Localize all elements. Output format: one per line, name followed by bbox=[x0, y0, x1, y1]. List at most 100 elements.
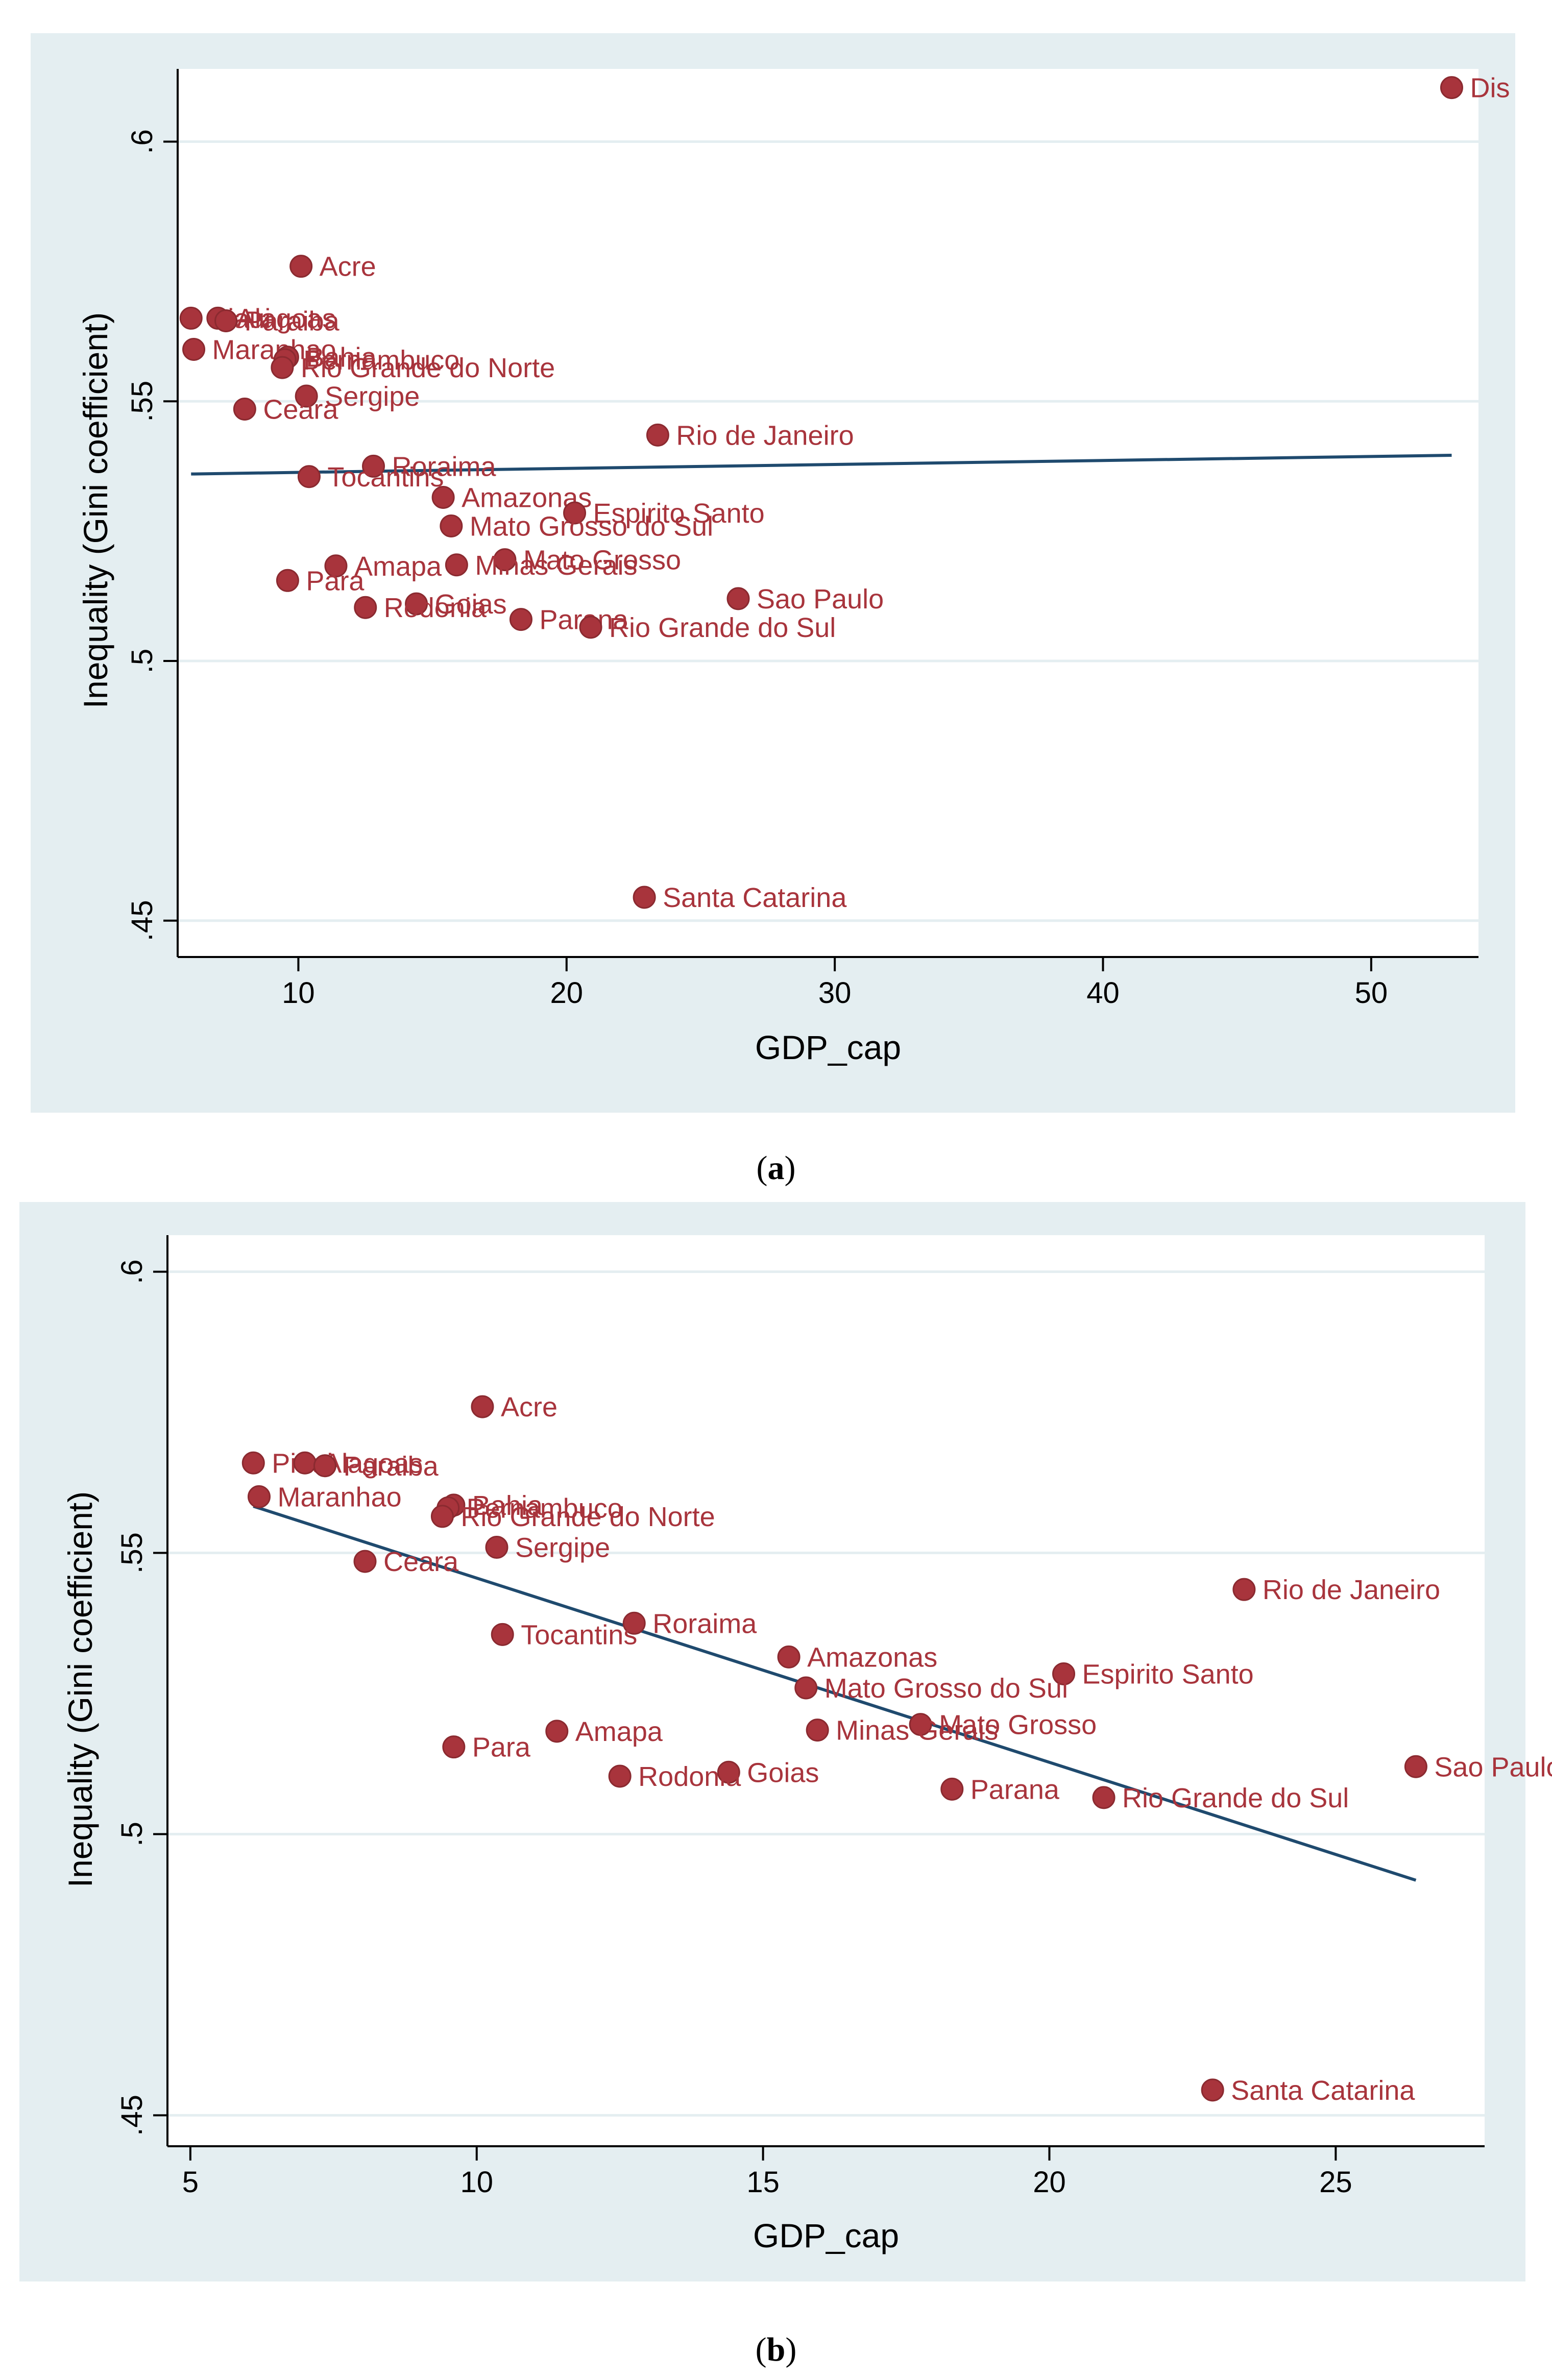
panel-a-x-ticks: 10 20 30 40 50 bbox=[282, 957, 1388, 1010]
panel-a-point-maranhao bbox=[182, 337, 206, 361]
panel-b-caption: (b) bbox=[756, 2331, 797, 2368]
panel-a-x-tick-label: 10 bbox=[282, 976, 315, 1010]
panel-a-point-label-pernambuco: Pernambuco bbox=[303, 345, 459, 376]
panel-a-point-label-sao-paulo: Sao Paulo bbox=[757, 584, 884, 615]
panel-b-point-label-mato-grosso: Mato Grosso bbox=[939, 1710, 1097, 1740]
panel-a-point-sao-paulo bbox=[726, 587, 750, 610]
panel-b: AcrePiauiAlagoasParaibaMaranhaoBahiaPern… bbox=[19, 1202, 1552, 2281]
panel-b-point-label-sao-paulo: Sao Paulo bbox=[1434, 1752, 1552, 1782]
panel-b-x-tick-label: 5 bbox=[182, 2166, 199, 2199]
panel-b-x-tick-label: 20 bbox=[1033, 2166, 1066, 2199]
panel-b-point-mato-grosso bbox=[909, 1713, 932, 1736]
panel-b-x-ticks: 5 10 15 20 25 bbox=[182, 2146, 1352, 2199]
panel-a-point-label-dis: Dis bbox=[1470, 73, 1510, 104]
panel-a-point-label-tocantins: Tocantins bbox=[327, 462, 444, 493]
panel-b-point-label-ceara: Ceara bbox=[383, 1547, 459, 1577]
panel-a-y-tick-label: .5 bbox=[126, 649, 159, 673]
panel-b-point-label-amazonas: Amazonas bbox=[807, 1642, 937, 1673]
panel-a-point-label-goias: Goias bbox=[435, 589, 507, 620]
panel-a-point-tocantins bbox=[297, 465, 321, 488]
panel-b-point-rio-grande-do-sul bbox=[1092, 1786, 1116, 1809]
panel-b-y-tick-label: .6 bbox=[115, 1259, 149, 1284]
panel-a-caption-close: ) bbox=[785, 1149, 796, 1187]
panel-b-point-label-goias: Goias bbox=[747, 1757, 819, 1788]
panel-b-point-label-espirito-santo: Espirito Santo bbox=[1082, 1659, 1254, 1689]
panel-b-point-label-alagoas: Alagoas bbox=[323, 1448, 423, 1479]
panel-a-y-axis-title: Inequality (Gini coefficient) bbox=[77, 312, 114, 709]
panel-a-point-label-minas-gerais: Minas Gerais bbox=[475, 550, 637, 581]
panel-a-point-label-rio-grande-do-norte: Rio Grande do Norte bbox=[301, 353, 555, 383]
panel-a-point-label-amapa: Amapa bbox=[354, 551, 442, 582]
panel-b-point-espirito-santo bbox=[1052, 1662, 1076, 1685]
panel-a-point-rio-grande-do-sul bbox=[579, 616, 602, 639]
panel-b-point-sergipe bbox=[485, 1536, 508, 1559]
panel-a-point-label-mato-grosso-do-sul: Mato Grosso do Sul bbox=[470, 511, 713, 542]
panel-a-caption-letter: a bbox=[768, 1149, 785, 1187]
panel-a-x-tick-label: 30 bbox=[818, 976, 852, 1010]
panel-a-point-label-bahia: Bahia bbox=[306, 342, 377, 373]
panel-a-point-santa-catarina bbox=[633, 886, 656, 909]
panel-a-point-label-acre: Acre bbox=[320, 252, 376, 282]
panel-b-caption-open: ( bbox=[756, 2331, 767, 2368]
panel-b-point-amazonas bbox=[777, 1645, 801, 1669]
panel-a-point-espirito-santo bbox=[563, 501, 587, 525]
panel-a-caption: (a) bbox=[757, 1149, 796, 1187]
panel-b-point-label-acre: Acre bbox=[501, 1392, 557, 1422]
panel-a-x-tick-label: 40 bbox=[1086, 976, 1120, 1010]
panel-b-x-tick-label: 10 bbox=[460, 2166, 493, 2199]
panel-b-point-mato-grosso-do-sul bbox=[794, 1676, 818, 1700]
panel-b-point-alagoas bbox=[293, 1451, 317, 1475]
panel-a-gridlines bbox=[178, 140, 1478, 922]
panel-a-y-tick-label: .45 bbox=[126, 900, 159, 941]
panel-a-point-label-espirito-santo: Espirito Santo bbox=[593, 498, 765, 529]
panel-a-point-rio-de-janeiro bbox=[646, 423, 669, 447]
panel-b-point-roraima bbox=[622, 1611, 646, 1635]
panel-b-y-ticks: .45 .5 .55 .6 bbox=[115, 1259, 167, 2136]
panel-a-point-goias bbox=[405, 592, 428, 616]
panel-a-plot-area bbox=[178, 69, 1478, 957]
panel-b-point-santa-catarina bbox=[1201, 2078, 1224, 2102]
panel-b-point-parana bbox=[940, 1777, 964, 1801]
panel-b-point-label-paraiba: Paraiba bbox=[343, 1451, 439, 1482]
panel-a-point-label-alagoas: Alagoas bbox=[236, 303, 336, 334]
panel-b-point-sao-paulo bbox=[1404, 1755, 1427, 1778]
panel-b-point-paraiba bbox=[313, 1454, 336, 1478]
panel-a-point-mato-grosso bbox=[493, 548, 517, 572]
panel-b-point-label-bahia: Bahia bbox=[472, 1490, 543, 1521]
panel-a-y-ticks: .45 .5 .55 .6 bbox=[126, 129, 178, 941]
panel-b-point-label-rodonia: Rodonia bbox=[638, 1761, 741, 1792]
panel-a-point-rio-grande-do-norte bbox=[271, 356, 294, 379]
panel-b-point-label-parana: Parana bbox=[971, 1774, 1060, 1805]
panel-b-point-rodonia bbox=[608, 1764, 632, 1788]
panel-a-fit-line bbox=[191, 454, 1452, 476]
panel-a-point-label-rio-de-janeiro: Rio de Janeiro bbox=[676, 420, 854, 451]
panel-b-x-axis-title: GDP_cap bbox=[753, 2217, 899, 2254]
panel-b-point-acre bbox=[471, 1395, 494, 1418]
panel-a-point-para bbox=[276, 569, 299, 592]
panel-b-point-tocantins bbox=[491, 1623, 514, 1646]
panel-b-caption-letter: b bbox=[767, 2331, 786, 2368]
panel-a-point-acre bbox=[289, 255, 313, 278]
panel-b-point-label-rio-grande-do-norte: Rio Grande do Norte bbox=[460, 1502, 715, 1532]
panel-b-point-rio-de-janeiro bbox=[1232, 1578, 1256, 1601]
panel-a: DisAcrePiauiAlagoasParaibaMaranhaoBahiaP… bbox=[31, 33, 1515, 1113]
panel-b-caption-close: ) bbox=[785, 2331, 796, 2368]
panel-a-point-sergipe bbox=[295, 384, 318, 408]
panel-a-point-amapa bbox=[324, 554, 348, 578]
panel-a-point-label-rio-grande-do-sul: Rio Grande do Sul bbox=[609, 612, 836, 643]
panel-b-point-label-pernambuco: Pernambuco bbox=[467, 1493, 623, 1524]
panel-a-points: DisAcrePiauiAlagoasParaibaMaranhaoBahiaP… bbox=[179, 73, 1510, 913]
panel-b-gridlines bbox=[167, 1270, 1485, 2117]
panel-a-point-label-ceara: Ceara bbox=[263, 394, 338, 425]
panel-a-point-label-sergipe: Sergipe bbox=[325, 381, 420, 412]
panel-b-y-tick-label: .45 bbox=[115, 2095, 149, 2136]
panel-a-point-label-santa-catarina: Santa Catarina bbox=[663, 882, 847, 913]
panel-b-point-label-roraima: Roraima bbox=[652, 1608, 757, 1639]
panel-a-point-amazonas bbox=[431, 485, 455, 509]
panel-b-point-rio-grande-do-norte bbox=[430, 1505, 454, 1528]
panel-b-x-tick-label: 25 bbox=[1319, 2166, 1352, 2199]
panel-a-point-label-mato-grosso: Mato Grosso bbox=[523, 545, 681, 576]
panel-b-fit-line bbox=[253, 1505, 1417, 1882]
panel-b-fit-line-group bbox=[253, 1505, 1417, 1882]
